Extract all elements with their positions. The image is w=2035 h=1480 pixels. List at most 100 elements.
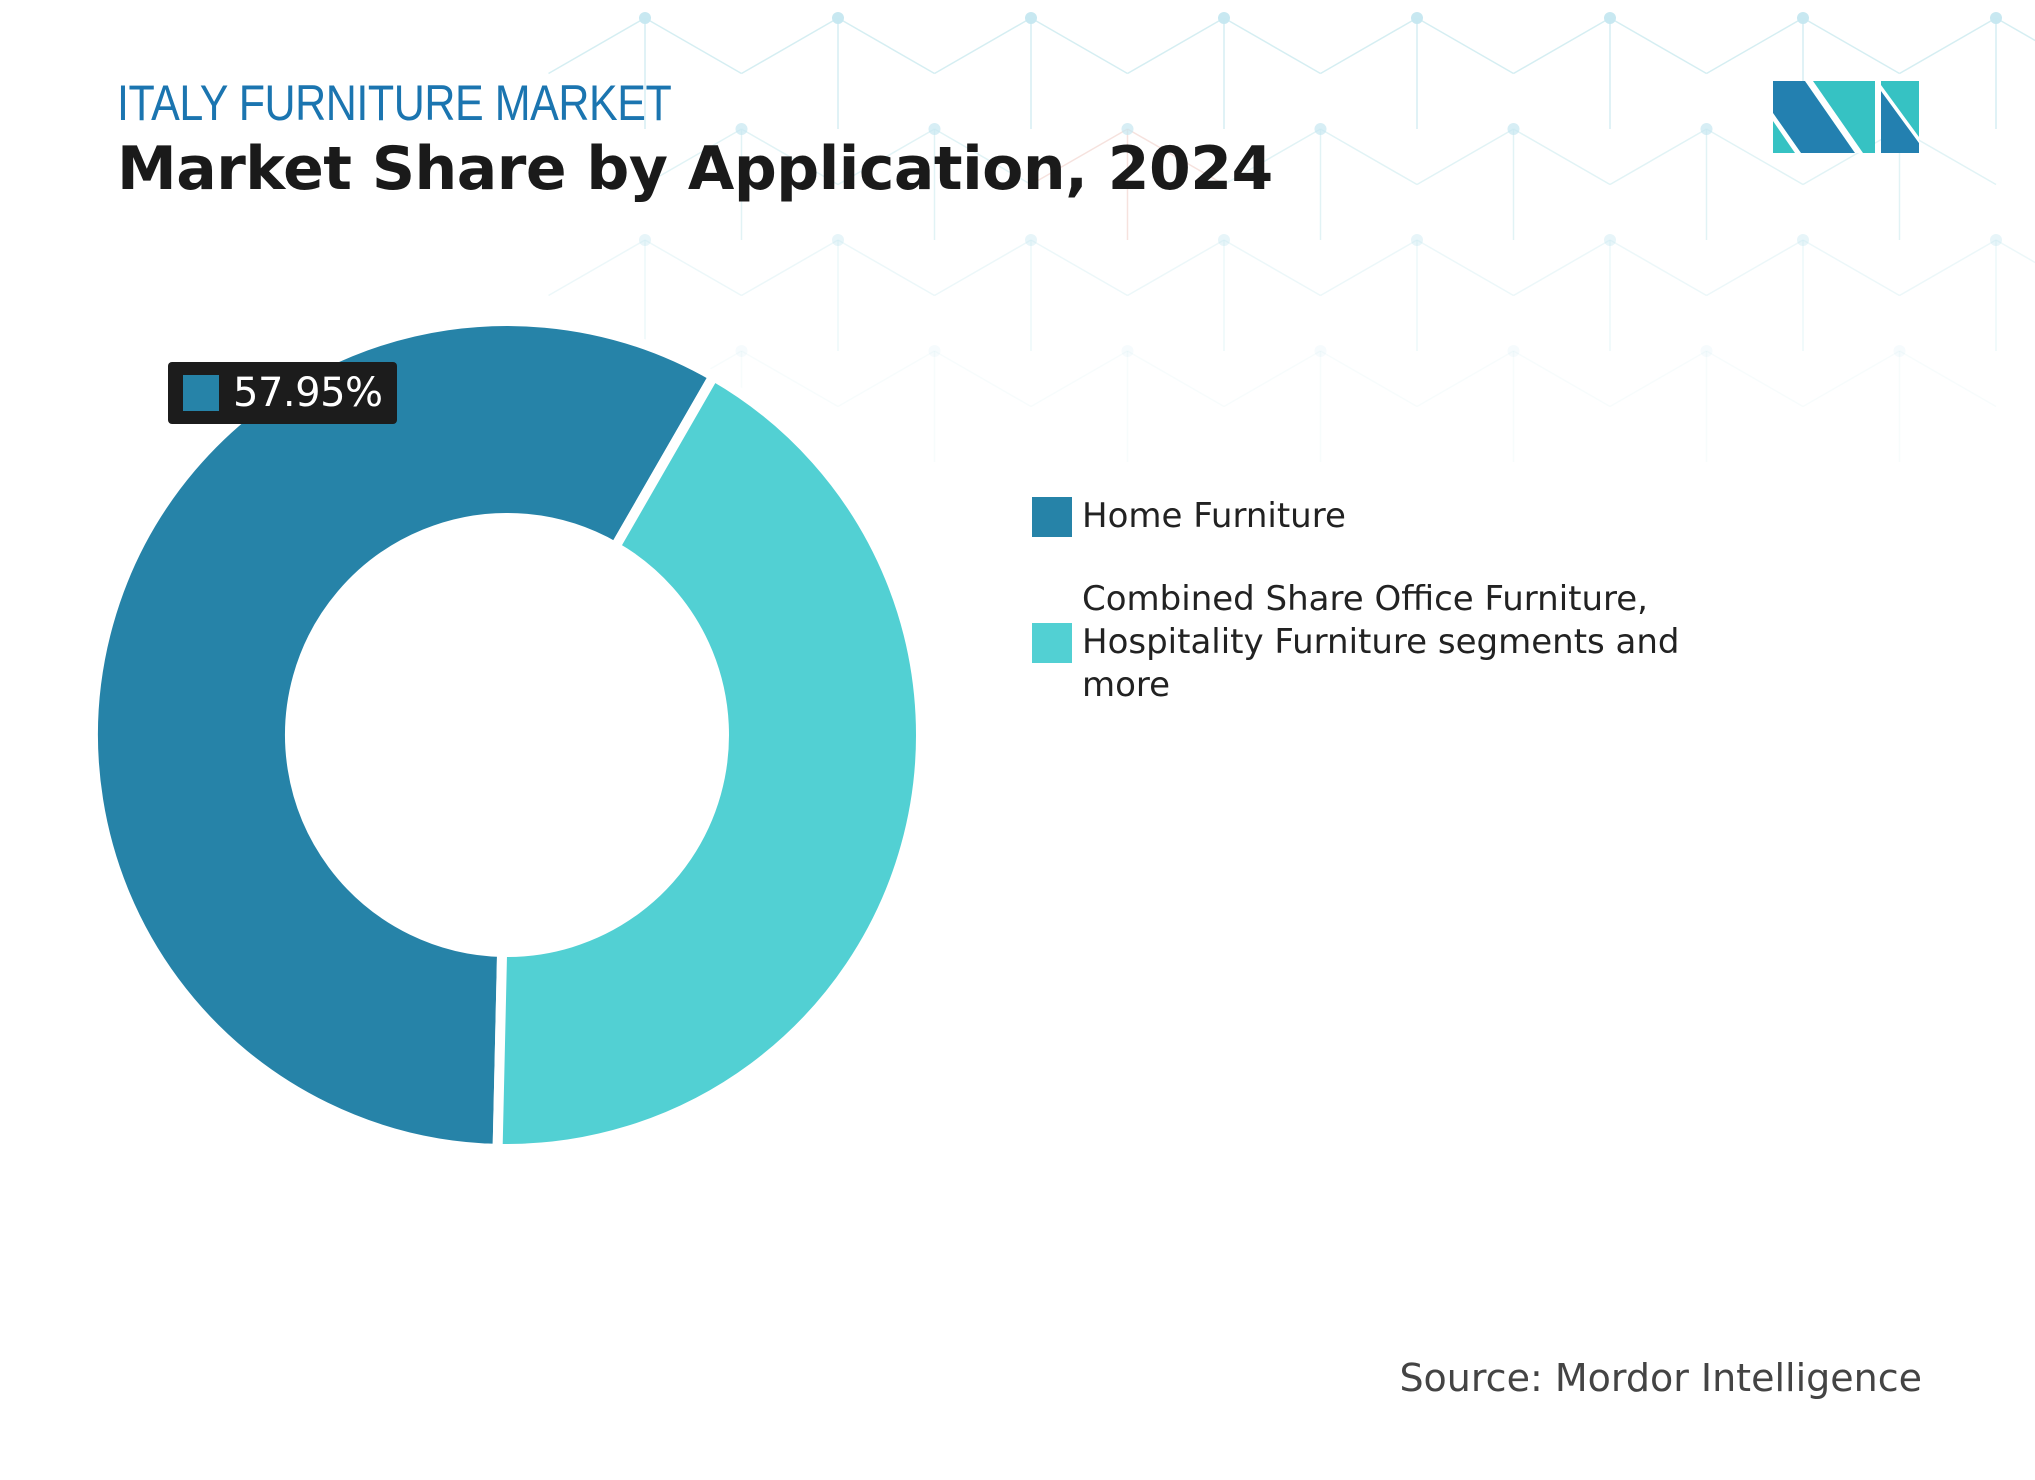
pattern-line bbox=[1609, 350, 1707, 408]
pattern-line bbox=[1223, 17, 1321, 75]
pattern-line bbox=[1127, 350, 1225, 408]
pattern-dot bbox=[1411, 12, 1423, 24]
pattern-line bbox=[644, 239, 742, 297]
legend-item-other: Combined Share Office Furniture, Hospita… bbox=[1032, 578, 1682, 707]
legend-swatch bbox=[1032, 496, 1072, 537]
pattern-line bbox=[1513, 239, 1611, 297]
pattern-line bbox=[1320, 17, 1418, 75]
pattern-line bbox=[1802, 239, 1900, 297]
mordor-logo bbox=[1773, 81, 1919, 153]
chart-kicker: ITALY FURNITURE MARKET bbox=[117, 75, 672, 131]
pattern-line bbox=[1802, 350, 1900, 408]
donut-slice-home-furniture bbox=[88, 316, 721, 1155]
legend-label: Home Furniture bbox=[1082, 496, 1346, 536]
pattern-line bbox=[1223, 128, 1321, 186]
pattern-line bbox=[934, 17, 1032, 75]
pattern-line bbox=[741, 128, 839, 186]
legend-label: Combined Share Office Furniture, Hospita… bbox=[1082, 579, 1680, 705]
pattern-line bbox=[548, 239, 646, 297]
pattern-line bbox=[644, 128, 742, 186]
pattern-dot bbox=[1507, 345, 1520, 357]
pattern-line bbox=[1320, 350, 1418, 408]
pattern-dot bbox=[1314, 123, 1327, 135]
pattern-line bbox=[548, 17, 646, 75]
pattern-dot bbox=[928, 345, 941, 357]
pattern-line bbox=[1609, 17, 1707, 75]
pattern-dot bbox=[1893, 345, 1906, 357]
pattern-line bbox=[1223, 239, 1321, 297]
label-swatch bbox=[183, 375, 219, 411]
pattern-line bbox=[1995, 239, 2035, 264]
pattern-line bbox=[1223, 350, 1321, 408]
pattern-dot bbox=[1604, 12, 1616, 24]
pattern-line bbox=[837, 17, 935, 75]
pattern-line bbox=[1320, 128, 1418, 186]
pattern-line bbox=[1706, 239, 1804, 297]
pattern-dot bbox=[832, 234, 844, 246]
pattern-dot bbox=[639, 12, 651, 24]
chart-title: Market Share by Application, 2024 bbox=[117, 134, 1273, 204]
pattern-line bbox=[1127, 239, 1225, 297]
pattern-dot bbox=[1990, 12, 2002, 24]
pattern-line bbox=[1030, 239, 1128, 297]
pattern-line bbox=[1609, 239, 1707, 297]
pattern-line bbox=[837, 239, 935, 297]
legend-swatch bbox=[1032, 622, 1072, 663]
pattern-line bbox=[1706, 128, 1804, 186]
pattern-dot bbox=[928, 123, 941, 135]
pattern-dot bbox=[1700, 345, 1713, 357]
source-note: Source: Mordor Intelligence bbox=[1399, 1356, 1922, 1400]
pattern-line bbox=[1899, 239, 1997, 297]
pattern-line bbox=[1995, 17, 2035, 42]
pattern-line bbox=[1030, 17, 1128, 75]
pattern-line bbox=[837, 128, 935, 186]
pattern-dot bbox=[1507, 123, 1520, 135]
pattern-line bbox=[1030, 350, 1128, 408]
pattern-line bbox=[741, 239, 839, 297]
pattern-line bbox=[1127, 17, 1225, 75]
pattern-line bbox=[1513, 350, 1611, 408]
pattern-line bbox=[1320, 239, 1418, 297]
pattern-line bbox=[1127, 128, 1225, 186]
pattern-dot bbox=[1218, 12, 1230, 24]
pattern-line bbox=[1609, 128, 1707, 186]
pattern-line bbox=[1706, 350, 1804, 408]
pattern-dot bbox=[1700, 123, 1713, 135]
pattern-dot bbox=[735, 345, 748, 357]
pattern-line bbox=[741, 350, 839, 408]
donut-slice-other bbox=[492, 369, 926, 1154]
data-label-value: 57.95% bbox=[233, 370, 383, 416]
pattern-line bbox=[1416, 128, 1514, 186]
pattern-dot bbox=[1411, 234, 1423, 246]
pattern-line bbox=[1513, 17, 1611, 75]
pattern-dot bbox=[1797, 234, 1809, 246]
pattern-line bbox=[1899, 17, 1997, 75]
pattern-line bbox=[644, 17, 742, 75]
pattern-line bbox=[1416, 350, 1514, 408]
legend-item-home-furniture: Home Furniture bbox=[1032, 495, 1682, 538]
pattern-line bbox=[1706, 17, 1804, 75]
pattern-dot bbox=[1025, 234, 1037, 246]
pattern-dot bbox=[1797, 12, 1809, 24]
pattern-line bbox=[934, 128, 1032, 186]
pattern-line bbox=[1416, 17, 1514, 75]
pattern-line bbox=[1899, 350, 1997, 408]
pattern-dot bbox=[832, 12, 844, 24]
pattern-line bbox=[934, 350, 1032, 408]
pattern-dot bbox=[1025, 12, 1037, 24]
pattern-line bbox=[837, 350, 935, 408]
pattern-line bbox=[1030, 128, 1128, 186]
pattern-line bbox=[1416, 239, 1514, 297]
pattern-dot bbox=[1218, 234, 1230, 246]
pattern-line bbox=[1513, 128, 1611, 186]
pattern-dot bbox=[639, 234, 651, 246]
pattern-line bbox=[934, 239, 1032, 297]
pattern-dot bbox=[1604, 234, 1616, 246]
pattern-dot bbox=[735, 123, 748, 135]
pattern-dot bbox=[1121, 123, 1134, 135]
pattern-dot bbox=[1121, 345, 1134, 357]
data-label-home-furniture: 57.95% bbox=[168, 362, 397, 424]
legend: Home Furniture Combined Share Office Fur… bbox=[1032, 495, 1682, 747]
